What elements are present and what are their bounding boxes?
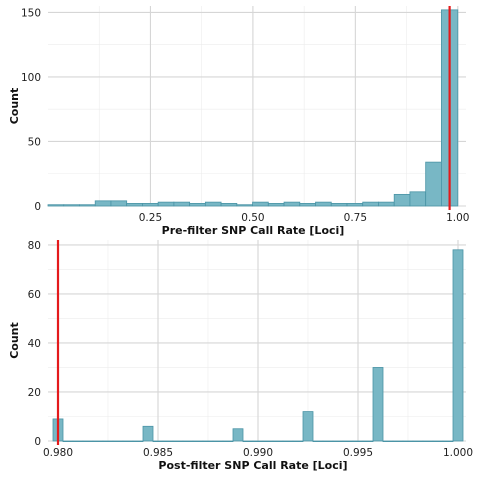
pre-histogram-bar (393, 193, 411, 207)
pre-histogram-bar (189, 203, 206, 207)
post-histogram-bar (72, 440, 84, 443)
post-histogram-bar (292, 440, 304, 443)
pre-histogram-bar (94, 200, 112, 207)
pre-histogram-bar (126, 203, 143, 207)
post-histogram-bar (342, 440, 354, 443)
post-histogram-bar (302, 411, 314, 442)
post-histogram-bar (312, 440, 324, 443)
post-histogram-bar (282, 440, 294, 443)
pre-histogram-bar (409, 191, 427, 207)
post-histogram-bar (142, 425, 154, 442)
post-histogram-bar (222, 440, 234, 443)
pre-histogram-bar (299, 203, 316, 207)
pre-y-axis-title: Count (8, 88, 21, 125)
pre-x-tick-label: 0.50 (241, 212, 264, 224)
post-histogram-bar (212, 440, 224, 443)
post-histogram-bar (242, 440, 254, 443)
pre-histogram-bar (362, 201, 379, 207)
post-histogram-bar (92, 440, 104, 443)
pre-histogram-bar (220, 203, 238, 207)
pre-x-axis-title: Pre-filter SNP Call Rate [Loci] (162, 224, 345, 237)
post-x-tick-label: 0.990 (243, 447, 273, 459)
pre-histogram-bar (330, 203, 348, 207)
post-y-tick-label: 0 (34, 436, 41, 448)
pre-histogram-bar (157, 201, 175, 207)
post-y-tick-label: 20 (28, 387, 41, 399)
pre-histogram-bar (47, 204, 65, 207)
post-histogram-bar (422, 440, 434, 443)
post-histogram-bar (322, 440, 334, 443)
post-histogram-bar (152, 440, 164, 443)
post-histogram-bar (202, 440, 214, 443)
pre-x-tick-label: 0.25 (139, 212, 162, 224)
pre-histogram-bar (173, 201, 191, 207)
pre-histogram-bar (204, 201, 222, 207)
pre-histogram-bar (110, 200, 128, 207)
pre-histogram-bar (425, 161, 442, 207)
post-histogram-bar (442, 440, 454, 443)
pre-histogram-bar (142, 203, 159, 207)
pre-y-tick-label: 50 (28, 136, 41, 148)
pre-histogram-bar (346, 203, 364, 207)
pre-histogram-bar (315, 201, 332, 207)
pre-histogram-bar (252, 201, 269, 207)
post-filter-histogram-panel: 0.980 0.985 0.990 0.995 1.000 0 20 40 60 80 Post-f… (8, 240, 473, 472)
post-histogram-bar (162, 440, 174, 443)
pre-y-tick-label: 0 (34, 201, 41, 213)
post-x-tick-label: 0.980 (43, 447, 73, 459)
pre-y-tick-label: 150 (21, 7, 41, 19)
pre-x-tick-label: 0.75 (344, 212, 367, 224)
pre-histogram-bar (63, 204, 80, 207)
pre-histogram-bar (79, 204, 96, 207)
post-y-tick-label: 40 (28, 338, 41, 350)
post-x-axis-title: Post-filter SNP Call Rate [Loci] (158, 459, 347, 472)
post-x-tick-label: 0.985 (143, 447, 173, 459)
pre-histogram-bar (236, 204, 253, 207)
post-x-tick-label: 1.000 (443, 447, 473, 459)
post-histogram-bar (262, 440, 274, 443)
post-y-tick-label: 80 (28, 240, 41, 252)
post-histogram-bar (62, 440, 74, 443)
post-histogram-bar (172, 440, 184, 443)
pre-filter-histogram-panel: 0.25 0.50 0.75 1.00 0 50 100 150 Pre-filter SNP … (8, 6, 469, 237)
post-histogram-bar (392, 440, 404, 443)
post-histogram-bar (132, 440, 144, 443)
post-histogram-bar (382, 440, 394, 443)
post-histogram-bar (432, 440, 444, 443)
post-histogram-bar (332, 440, 344, 443)
post-histogram-bar (272, 440, 284, 443)
post-histogram-bar (252, 440, 264, 443)
post-histogram-bar (372, 367, 384, 442)
post-histogram-bar (122, 440, 134, 443)
post-histogram-bar (112, 440, 124, 443)
post-y-axis-title: Count (8, 322, 21, 359)
post-x-tick-label: 0.995 (343, 447, 373, 459)
pre-histogram-bar (283, 201, 301, 207)
pre-histogram-bar (378, 201, 395, 207)
post-histogram-bar (102, 440, 114, 443)
post-histogram-bar (192, 440, 204, 443)
post-y-tick-label: 60 (28, 289, 41, 301)
pre-y-tick-label: 100 (21, 72, 41, 84)
pre-histogram-bar (267, 203, 285, 207)
post-histogram-bar (182, 440, 194, 443)
post-histogram-bar (232, 428, 244, 442)
post-histogram-bar (412, 440, 424, 443)
post-histogram-bar (352, 440, 364, 443)
post-histogram-bar (402, 440, 414, 443)
post-histogram-bar (452, 249, 464, 442)
post-histogram-bar (82, 440, 94, 443)
post-histogram-bar (362, 440, 374, 443)
pre-x-tick-label: 1.00 (446, 212, 469, 224)
